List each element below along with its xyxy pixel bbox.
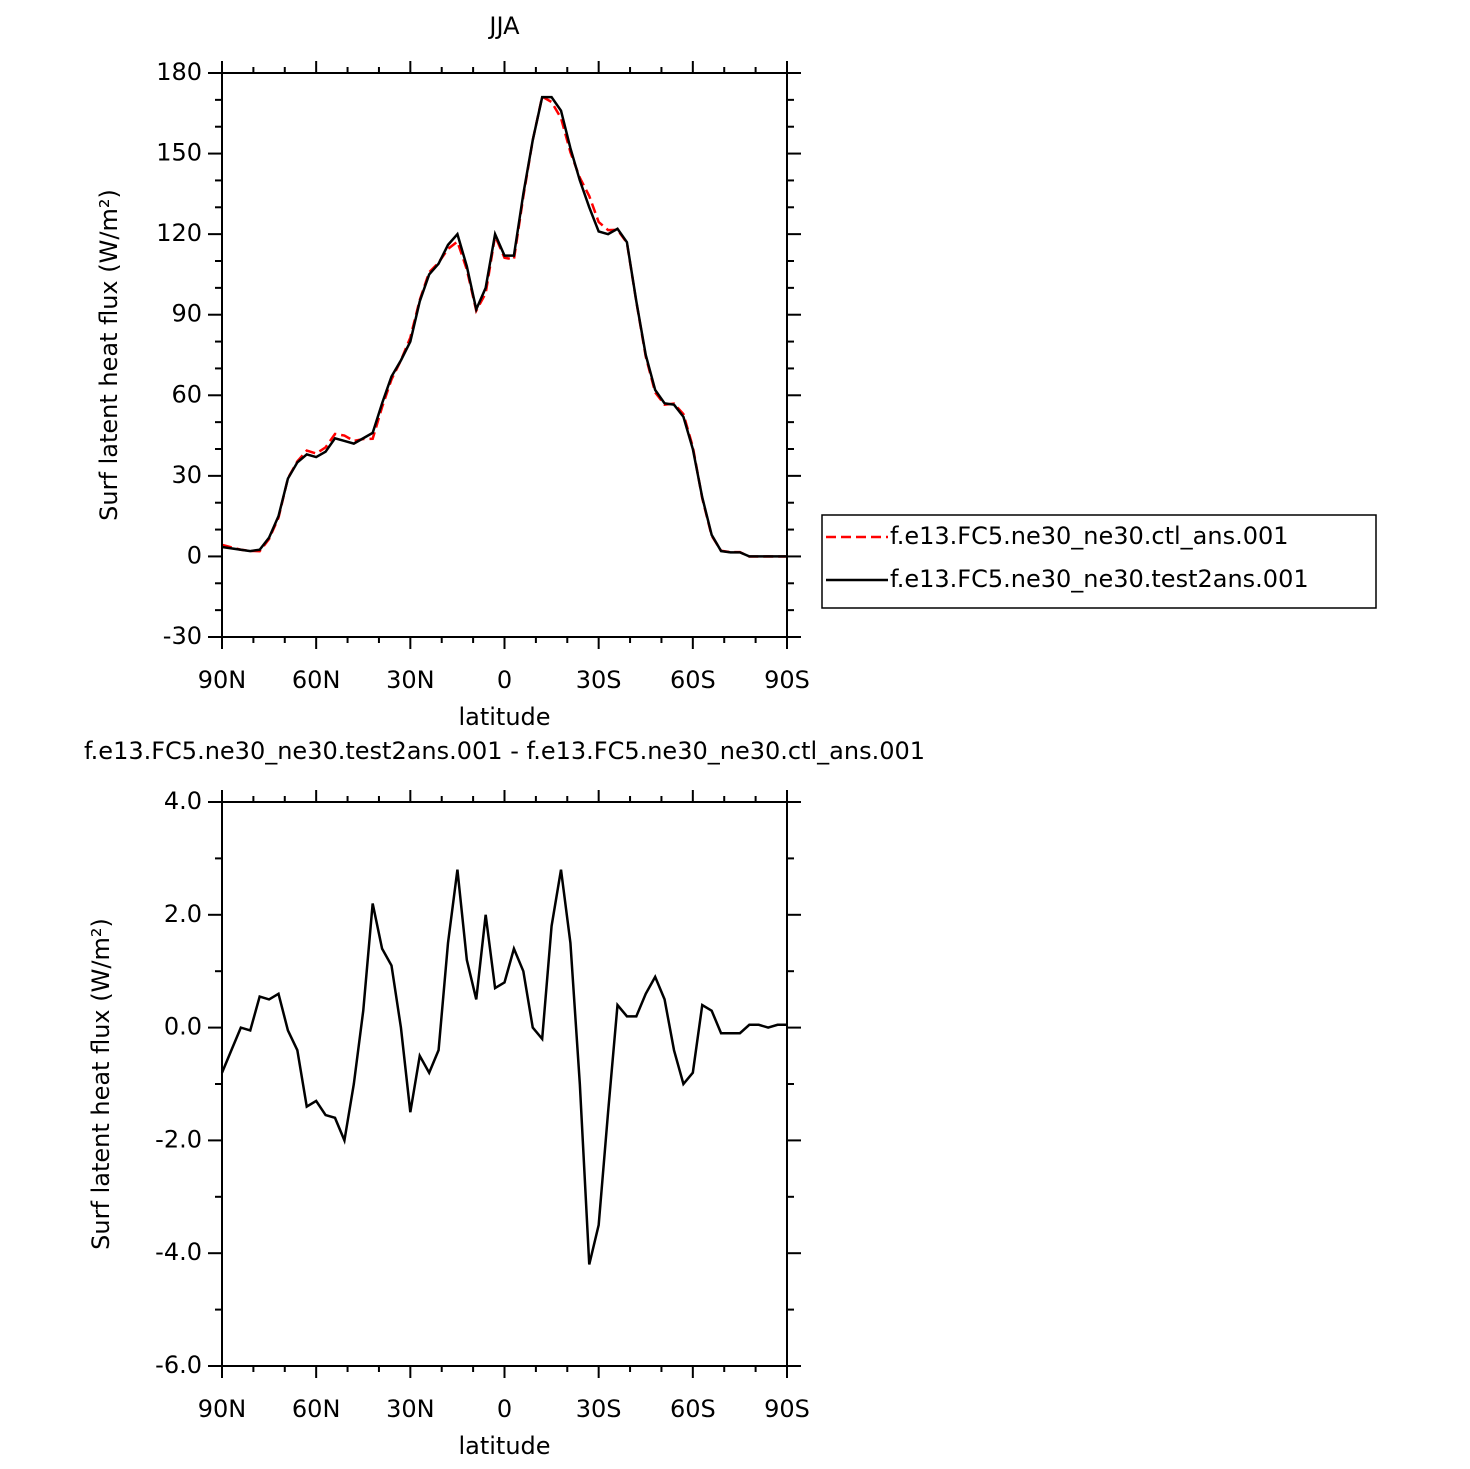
legend-label: f.e13.FC5.ne30_ne30.ctl_ans.001 — [890, 522, 1289, 550]
x-tick-label: 0 — [497, 1395, 512, 1423]
x-tick-label: 30N — [386, 666, 435, 694]
x-tick-label: 30S — [576, 1395, 622, 1423]
y-axis-label: Surf latent heat flux (W/m²) — [95, 189, 123, 521]
y-tick-label: 150 — [156, 139, 202, 167]
chart-title: f.e13.FC5.ne30_ne30.test2ans.001 - f.e13… — [84, 737, 925, 765]
x-tick-label: 60S — [670, 666, 716, 694]
y-tick-label: 0 — [187, 541, 202, 569]
chart-title: JJA — [487, 12, 520, 40]
y-tick-label: -2.0 — [155, 1125, 202, 1153]
y-tick-label: 90 — [171, 300, 202, 328]
y-tick-label: 180 — [156, 58, 202, 86]
x-tick-label: 30N — [386, 1395, 435, 1423]
x-tick-label: 90N — [198, 1395, 247, 1423]
x-axis-label: latitude — [458, 1432, 550, 1460]
y-tick-label: 2.0 — [164, 900, 202, 928]
legend-box — [821, 514, 1377, 609]
x-tick-label: 0 — [497, 666, 512, 694]
series-line — [220, 869, 787, 1265]
y-tick-label: -6.0 — [155, 1351, 202, 1379]
plot-frame — [221, 72, 788, 638]
x-tick-label: 60N — [292, 666, 341, 694]
series-line — [221, 95, 787, 558]
y-tick-label: -4.0 — [155, 1238, 202, 1266]
x-tick-label: 60S — [670, 1395, 716, 1423]
x-tick-label: 90S — [764, 1395, 810, 1423]
series-line — [221, 94, 787, 558]
y-tick-label: 0.0 — [164, 1013, 202, 1041]
x-tick-label: 90N — [198, 666, 247, 694]
x-tick-label: 90S — [764, 666, 810, 694]
plot-frame — [221, 801, 788, 1367]
x-tick-label: 30S — [576, 666, 622, 694]
y-tick-label: 120 — [156, 219, 202, 247]
y-tick-label: -30 — [163, 622, 202, 650]
y-tick-label: 30 — [171, 461, 202, 489]
y-tick-label: 60 — [171, 380, 202, 408]
legend-label: f.e13.FC5.ne30_ne30.test2ans.001 — [890, 565, 1309, 593]
y-tick-label: 4.0 — [164, 787, 202, 815]
x-tick-label: 60N — [292, 1395, 341, 1423]
x-axis-label: latitude — [458, 703, 550, 731]
y-axis-label: Surf latent heat flux (W/m²) — [87, 918, 115, 1250]
